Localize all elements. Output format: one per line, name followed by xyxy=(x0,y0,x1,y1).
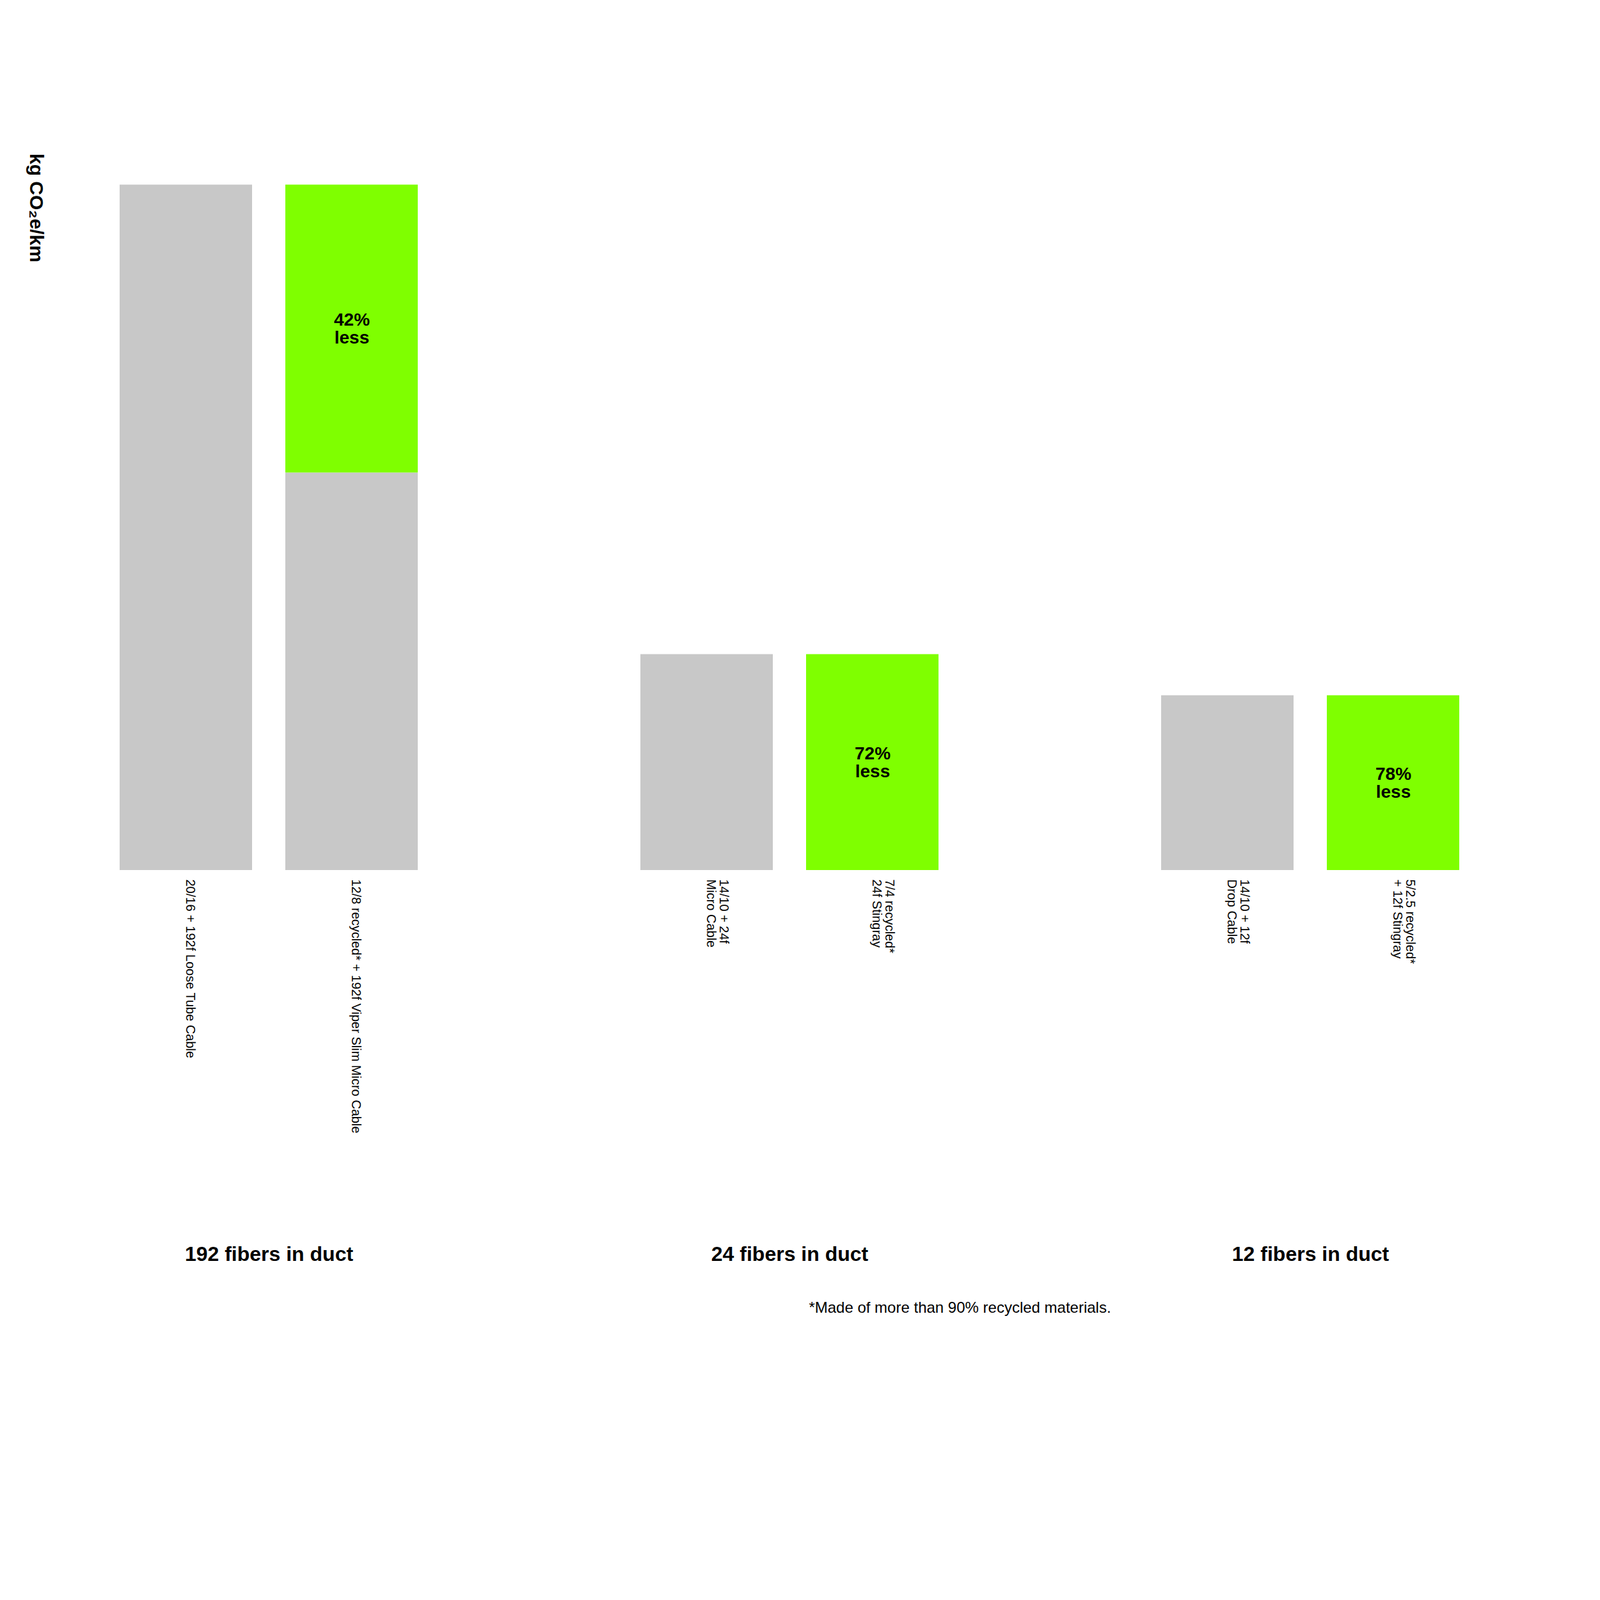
svg-text:24 fibers in duct: 24 fibers in duct xyxy=(711,1242,869,1266)
svg-text:14/10 + 12fDrop Cable: 14/10 + 12fDrop Cable xyxy=(1225,879,1252,945)
html-text:*Made of more than 90% recycle: *Made of more than 90% recycled material… xyxy=(808,1298,1111,1316)
svg-text:20/16 + 192f Loose Tube Cable: 20/16 + 192f Loose Tube Cable xyxy=(183,879,198,1059)
svg-text:5/2.5 recycled*+ 12f Stingray: 5/2.5 recycled*+ 12f Stingray xyxy=(1390,879,1418,965)
svg-text:192 fibers in duct: 192 fibers in duct xyxy=(184,1242,354,1266)
html-text:kg CO₂e/km: kg CO₂e/km xyxy=(26,153,48,263)
svg-text:42%less: 42%less xyxy=(333,309,370,348)
svg-text:78%less: 78%less xyxy=(1375,763,1412,802)
svg-text:72%less: 72%less xyxy=(854,743,891,782)
svg-text:7/4 recycled*24f Stingray: 7/4 recycled*24f Stingray xyxy=(870,879,897,954)
svg-text:12 fibers in duct: 12 fibers in duct xyxy=(1232,1242,1390,1266)
svg-text:14/10 + 24fMicro Cable: 14/10 + 24fMicro Cable xyxy=(704,879,732,949)
svg-text:12/8 recycled* + 192f Viper Sl: 12/8 recycled* + 192f Viper Slim Micro C… xyxy=(349,879,364,1134)
